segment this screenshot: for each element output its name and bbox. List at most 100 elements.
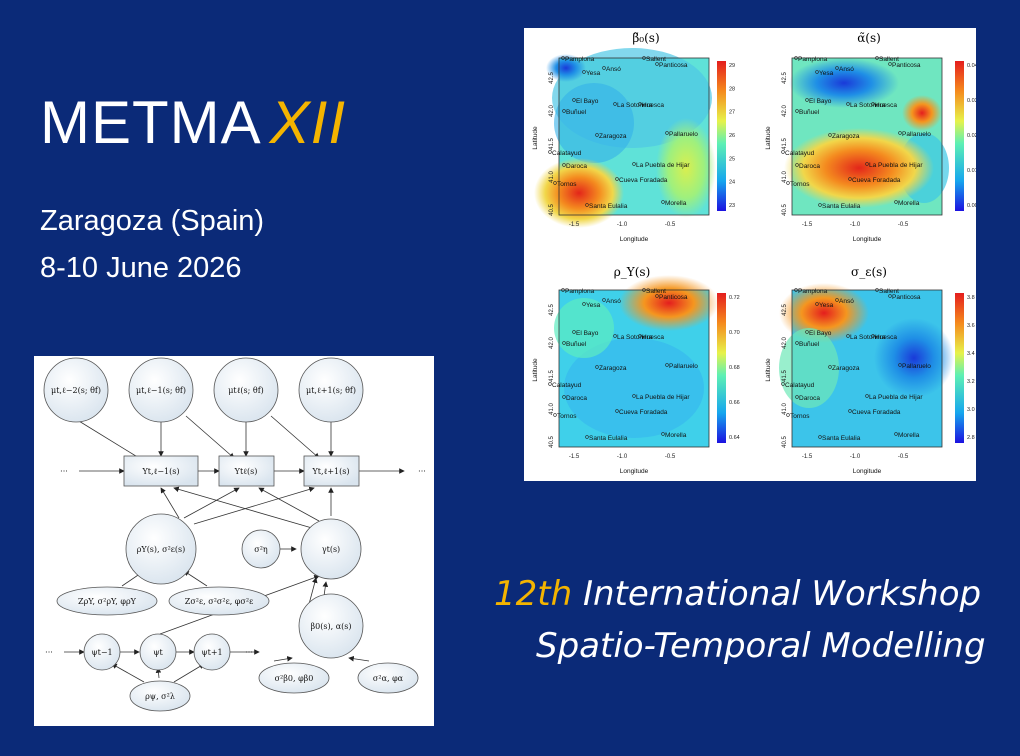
station-marker [865,162,869,166]
y-tick-label: 42.0 [549,337,555,349]
map-panel-rho: ρ_Y(s) [554,265,726,448]
station-marker [835,298,839,302]
station-marker [548,150,552,154]
station-label: La Puebla de Hijar [636,162,690,169]
station-label: La Puebla de Hijar [869,162,923,169]
station-label: La Sotonera [617,102,653,109]
station-marker [632,394,636,398]
station-marker [846,102,850,106]
station-marker [615,409,619,413]
scale-tick-label: 0.00 [967,203,976,209]
y-tick-label: 40.5 [782,436,788,448]
station-marker [875,56,879,60]
station-marker [781,382,785,386]
model-diagram-svg: μt,ℓ−2(s; θf) μt,ℓ−1(s; θf) μtℓ(s; θf) μ… [43,357,426,712]
y-tick-label: 42.5 [782,72,788,84]
station-label: Daroca [566,163,587,170]
y-tick-label: 40.5 [782,204,788,216]
y-tick-label: 40.5 [549,204,555,216]
mu-node-3: μtℓ(s; θf) [228,386,264,395]
station-marker [835,66,839,70]
y-tick-label: 41.5 [549,370,555,382]
y-node-3: Yt,ℓ+1(s) [311,467,349,476]
station-marker [615,177,619,181]
y-axis-label: Latitude [765,358,772,382]
scale-tick-label: 0.64 [729,435,740,441]
station-label: Pallaruelo [902,363,931,370]
station-marker [553,181,557,185]
station-marker [553,413,557,417]
station-label: La Sotonera [617,334,653,341]
station-marker [898,131,902,135]
station-label: Tornos [557,181,577,188]
station-marker [638,334,642,338]
scale-tick-label: 0.70 [729,330,740,336]
station-label: Buñuel [566,341,587,348]
x-axis-label: Longitude [853,236,882,243]
x-tick-label: -1.5 [569,222,580,228]
map-axes: -1.5 -1.0 -0.5 42.5 42.0 41.5 41.0 40.5 Longitud… [532,72,909,475]
y-tick-label: 41.0 [782,171,788,183]
station-marker [894,432,898,436]
x-tick-label: -0.5 [898,454,909,460]
station-label: Yesa [819,70,834,77]
station-label: Santa Eulalia [822,203,861,210]
beta-alpha-node: β0(s), α(s) [311,622,352,631]
station-label: Pamplona [565,288,595,295]
event-location: Zaragoza (Spain) [40,205,265,237]
event-title-roman: XII [269,89,347,156]
y-tick-label: 41.0 [549,171,555,183]
y-tick-label: 42.5 [549,304,555,316]
beta-params-node: σ²β0, φβ0 [275,674,314,683]
station-marker [805,98,809,102]
scale-tick-label: 2.8 [967,435,975,441]
station-marker [595,365,599,369]
ellipsis-left: ··· [60,467,68,476]
station-label: Huesca [642,334,664,341]
gamma-node: γt(s) [322,545,340,554]
station-marker [815,302,819,306]
station-label: Panticosa [659,62,688,69]
station-marker [613,102,617,106]
station-marker [582,70,586,74]
station-label: El Bayo [809,98,832,105]
station-label: Cueva Foradada [619,177,668,184]
y-node-2: Ytℓ(s) [234,467,258,476]
y-axis-label: Latitude [532,126,539,150]
ellipsis-psi-right: ··· [245,648,253,657]
station-label: Morella [898,432,920,439]
map-panel-sigma: σ_ε(s) [779,265,964,448]
station-label: Santa Eulalia [822,435,861,442]
panel-title-beta: β̃₀(s) [632,31,659,45]
station-marker [888,62,892,66]
scale-tick-label: 23 [729,203,735,209]
x-axis-label: Longitude [620,236,649,243]
station-label: Pamplona [798,56,828,63]
rho-node: ρY(s), σ²ε(s) [137,545,186,554]
panel-title-rho: ρ_Y(s) [614,265,651,279]
spatial-maps-svg: β̃₀(s) α̃(s) ρ_Y(s) σ_ε(s) [532,31,978,475]
station-marker [585,203,589,207]
station-marker [875,288,879,292]
station-label: Santa Eulalia [589,203,628,210]
station-marker [561,56,565,60]
scale-tick-label: 0.04 [967,63,976,69]
y-tick-label: 41.5 [782,370,788,382]
scale-tick-label: 3.2 [967,379,975,385]
station-label: Ansó [606,298,621,305]
x-tick-label: -1.0 [850,222,861,228]
station-label: Morella [665,432,687,439]
station-marker [585,435,589,439]
workshop-line1: 12th International Workshop [494,574,981,614]
station-marker [828,365,832,369]
y-tick-label: 42.5 [549,72,555,84]
station-label: Zaragoza [599,365,627,372]
x-tick-label: -1.5 [802,222,813,228]
station-label: Huesca [642,102,664,109]
station-label: Calatayud [552,150,582,157]
x-tick-label: -1.5 [802,454,813,460]
scale-tick-label: 28 [729,86,735,92]
psi-node-2: ψt [153,648,163,657]
station-marker [572,330,576,334]
x-tick-label: -1.0 [617,222,628,228]
